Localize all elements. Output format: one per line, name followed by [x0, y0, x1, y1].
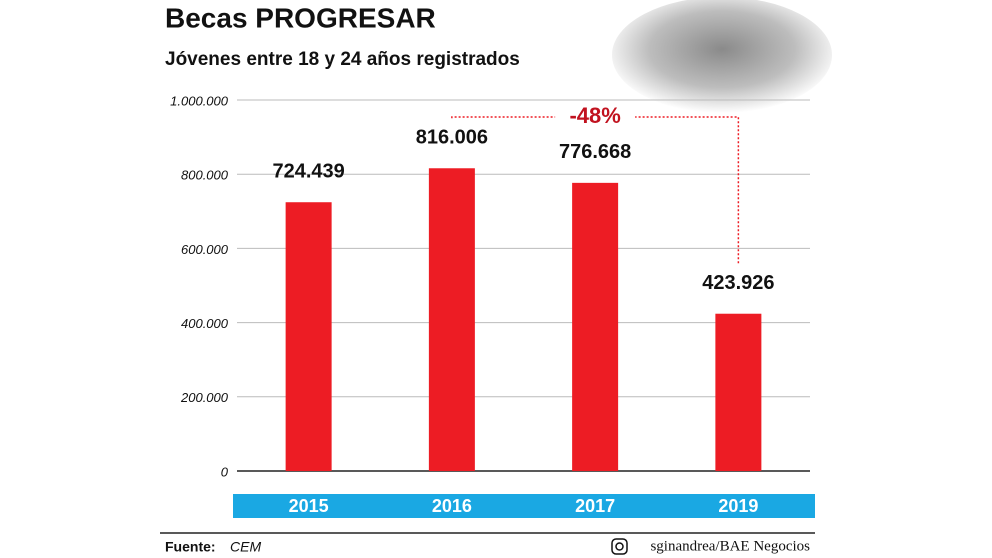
x-tick-label: 2017 — [575, 496, 615, 516]
value-label: 776.668 — [559, 141, 631, 163]
y-tick-label: 1.000.000 — [170, 93, 229, 108]
value-label: 724.439 — [272, 161, 344, 183]
source-label: Fuente: — [165, 539, 216, 555]
instagram-icon — [611, 538, 628, 555]
annotation: -48% — [569, 103, 620, 128]
value-label: 816.006 — [416, 127, 488, 149]
chart-subtitle: Jóvenes entre 18 y 24 años registrados — [165, 49, 520, 70]
y-tick-label: 800.000 — [181, 168, 229, 183]
x-tick-label: 2015 — [289, 496, 329, 516]
y-tick-label: 200.000 — [180, 390, 229, 405]
photo — [612, 0, 832, 113]
category-band — [233, 494, 815, 518]
bar — [428, 168, 475, 471]
instagram-icon-lens — [615, 542, 624, 551]
x-tick-label: 2016 — [432, 496, 472, 516]
x-tick-label: 2019 — [718, 496, 758, 516]
bar — [572, 182, 619, 471]
bar — [715, 313, 762, 471]
bar — [285, 202, 332, 471]
source: CEM — [230, 539, 261, 555]
y-tick-label: 400.000 — [181, 316, 229, 331]
y-tick-label: 600.000 — [181, 242, 229, 257]
chart-title: Becas PROGRESAR — [165, 2, 436, 33]
value-label: 423.926 — [702, 272, 774, 294]
annotation-bg — [555, 103, 636, 131]
credit: sginandrea/BAE Negocios — [650, 538, 810, 554]
y-tick-label: 0 — [221, 464, 229, 479]
